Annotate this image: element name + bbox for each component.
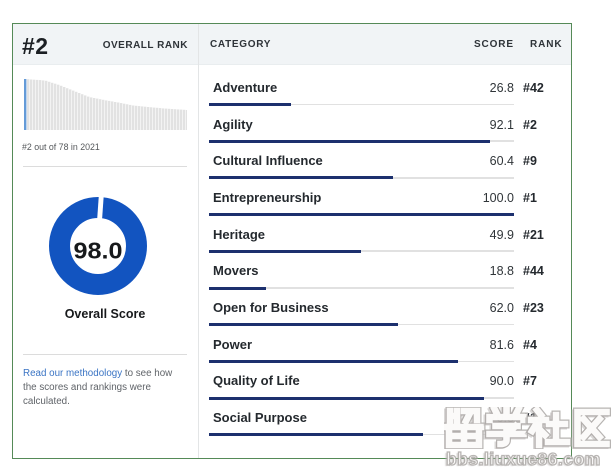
- svg-text:98.0: 98.0: [74, 238, 123, 264]
